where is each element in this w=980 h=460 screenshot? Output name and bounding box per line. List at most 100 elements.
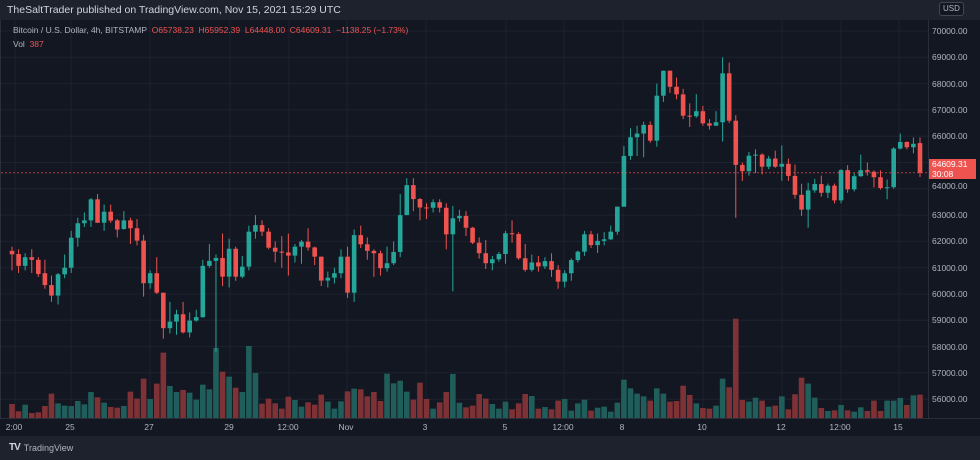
- candle-body: [358, 235, 364, 245]
- volume-bar: [917, 394, 923, 418]
- candle-body: [305, 241, 311, 248]
- chart-pane[interactable]: Bitcoin / U.S. Dollar, 4h, BITSTAMP O657…: [0, 20, 928, 418]
- volume-bar: [278, 408, 285, 418]
- legend-symbol[interactable]: Bitcoin / U.S. Dollar, 4h, BITSTAMP: [13, 25, 147, 35]
- candle-body: [753, 154, 758, 156]
- candle-body: [838, 170, 844, 201]
- candle-body: [878, 177, 883, 189]
- candle-body: [161, 292, 166, 329]
- candle-body: [891, 148, 896, 188]
- candle-body: [917, 143, 923, 173]
- volume-bar: [522, 394, 529, 418]
- volume-bar: [219, 371, 226, 418]
- volume-bar: [601, 406, 607, 418]
- candle-body: [417, 199, 423, 208]
- candle-body: [318, 256, 324, 281]
- candle-body: [601, 239, 607, 241]
- candle-body: [779, 163, 785, 167]
- candle-body: [792, 175, 798, 195]
- candle-body: [266, 231, 271, 248]
- time-label: 5: [502, 422, 508, 432]
- brand-name: TradingView: [23, 442, 74, 453]
- last-price: 64609.31: [932, 159, 968, 169]
- volume-bar: [779, 396, 785, 418]
- candle-body: [29, 257, 35, 260]
- volume-bar: [706, 408, 713, 418]
- volume-bar: [48, 393, 55, 418]
- candle-body: [700, 111, 706, 124]
- volume-bar: [121, 406, 127, 418]
- volume-bar: [153, 383, 160, 418]
- volume-bar: [798, 377, 805, 418]
- volume-bar: [88, 392, 94, 418]
- volume-bar: [357, 389, 364, 418]
- volume-bar: [515, 403, 522, 418]
- volume-bar: [871, 400, 877, 418]
- volume-bar: [542, 407, 548, 418]
- volume-bar: [851, 411, 858, 418]
- volume-bar: [844, 410, 851, 418]
- volume-bar: [792, 394, 798, 418]
- candle-body: [904, 141, 910, 148]
- volume-bar: [311, 404, 318, 418]
- candle-body: [345, 256, 350, 293]
- candle-body: [411, 185, 416, 200]
- volume-bar: [331, 408, 338, 418]
- candle-body: [825, 185, 831, 193]
- candle-body: [772, 158, 778, 167]
- currency-badge[interactable]: USD: [939, 2, 964, 16]
- candle-body: [647, 124, 653, 141]
- candle-body: [75, 223, 81, 238]
- time-axis[interactable]: 2:00 25 27 29 12:00 Nov 3 5 12:00 8 10 1…: [0, 418, 980, 436]
- candle-body: [871, 171, 877, 178]
- candle-body: [496, 254, 502, 260]
- candle-body: [858, 170, 864, 177]
- candle-body: [641, 124, 646, 134]
- candle-body: [259, 225, 265, 232]
- candle-body: [693, 111, 699, 117]
- candle-body: [516, 234, 521, 259]
- candle-body: [476, 242, 482, 254]
- candle-body: [49, 285, 54, 296]
- candle-body: [812, 184, 818, 191]
- footer: TV TradingView: [0, 436, 980, 460]
- price-label: 60000.00: [932, 289, 968, 299]
- candle-body: [365, 244, 370, 251]
- price-axis[interactable]: 70000.00 69000.00 68000.00 67000.00 66000.00…: [928, 2, 980, 418]
- volume-bar: [160, 352, 167, 418]
- volume-bar: [305, 402, 311, 418]
- volume-bar: [22, 404, 28, 418]
- candle-body: [141, 240, 146, 284]
- volume-bar: [811, 397, 818, 418]
- time-label: 15: [893, 422, 903, 432]
- candle-body: [147, 273, 153, 284]
- candle-body: [121, 220, 127, 230]
- volume-bar: [55, 403, 61, 418]
- volume-bar: [496, 408, 502, 418]
- volume-bar: [482, 398, 489, 418]
- volume-bar: [364, 396, 371, 418]
- candle-body: [805, 190, 811, 210]
- time-label: Nov: [338, 422, 354, 432]
- tradingview-logo[interactable]: TV TradingView: [9, 442, 73, 453]
- candle-body: [207, 260, 212, 266]
- volume-bar: [200, 384, 206, 418]
- volume-bar: [403, 391, 410, 418]
- candle-body: [95, 199, 100, 223]
- volume-bar: [193, 399, 200, 418]
- candle-body: [128, 220, 133, 229]
- volume-bar: [575, 403, 581, 418]
- volume-bar: [897, 397, 904, 418]
- candle-body: [134, 228, 140, 241]
- volume-bar: [272, 403, 278, 418]
- candle-body: [62, 267, 67, 275]
- volume-bar: [910, 395, 917, 418]
- volume-bar: [410, 399, 417, 418]
- candle-body: [536, 262, 541, 267]
- price-label: 61000.00: [932, 262, 968, 273]
- candle-body: [687, 115, 693, 117]
- volume-label: Vol: [13, 39, 25, 49]
- volume-bar: [344, 391, 351, 418]
- volume-bar: [232, 387, 239, 418]
- volume-bar: [528, 395, 535, 418]
